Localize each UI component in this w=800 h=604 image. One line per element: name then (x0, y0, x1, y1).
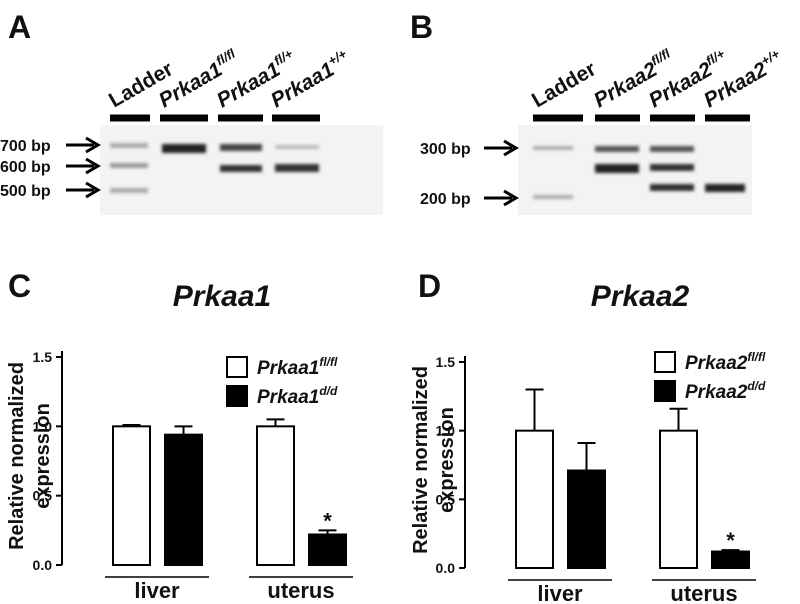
gel-band (275, 164, 319, 172)
annotation: * (726, 528, 735, 553)
x-tick-label: uterus (670, 581, 737, 604)
panel-letter: C (8, 268, 31, 304)
gel-band (705, 184, 745, 192)
legend-label-base: Prkaa2 (685, 382, 748, 403)
lane-label: Ladder (528, 57, 600, 112)
legend-swatch (654, 380, 676, 402)
marker-label: 300 bp (420, 141, 471, 158)
gel-band (595, 146, 639, 152)
marker-arrowhead (85, 157, 101, 175)
bar (567, 469, 606, 570)
chart-title: Prkaa1 (173, 280, 271, 313)
panel-letter: A (8, 9, 31, 45)
legend-label-base: Prkaa1 (257, 358, 319, 379)
lane-label-base: Ladder (528, 57, 600, 112)
y-tick-label: 1.0 (436, 423, 456, 439)
chart-title: Prkaa2 (591, 280, 690, 313)
legend-label-base: Prkaa2 (685, 353, 748, 374)
gel-band (220, 144, 262, 151)
legend-swatch (226, 356, 248, 378)
gel-band (595, 164, 639, 173)
y-tick-label: 0.0 (436, 560, 456, 576)
panel-letter: D (418, 268, 441, 304)
gel-band (110, 143, 148, 148)
y-tick-label: 1.5 (33, 349, 53, 365)
annotation: * (323, 508, 332, 533)
gel-band (162, 144, 206, 153)
panel-letter: B (410, 9, 433, 45)
gel-band (533, 146, 573, 150)
legend-label: Prkaa2d/d (685, 379, 766, 403)
bar (659, 429, 698, 569)
marker-arrowhead (503, 139, 519, 157)
gel-band (220, 165, 262, 172)
legend-label-sup: fl/fl (747, 350, 766, 364)
legend-label-sup: d/d (747, 379, 766, 393)
gel-band (533, 195, 573, 199)
y-tick-label: 0.0 (33, 557, 53, 573)
marker-label: 700 bp (0, 138, 51, 155)
y-tick-label: 0.5 (436, 491, 456, 507)
x-tick-label: uterus (267, 578, 334, 603)
legend-swatch (654, 351, 676, 373)
y-tick-label: 1.0 (33, 418, 53, 434)
marker-arrowhead (503, 189, 519, 207)
legend-label-sup: fl/fl (319, 355, 338, 369)
y-axis-label: Relative normalized (410, 366, 432, 554)
marker-arrowhead (85, 181, 101, 199)
legend-label: Prkaa2fl/fl (685, 350, 766, 374)
gel-band (650, 146, 694, 152)
bar (164, 433, 203, 566)
bar (711, 550, 750, 570)
gel-band (275, 145, 319, 149)
gel-band (110, 188, 148, 193)
y-axis-label: Relative normalized (6, 362, 28, 550)
bar (112, 425, 151, 567)
x-tick-label: liver (537, 581, 583, 604)
marker-arrowhead (85, 136, 101, 154)
gel-image (518, 125, 752, 215)
bar (308, 533, 347, 567)
gel-band (650, 184, 694, 191)
marker-label: 200 bp (420, 191, 471, 208)
marker-label: 600 bp (0, 159, 51, 176)
gel-band (110, 163, 148, 168)
legend-label-sup: d/d (319, 384, 338, 398)
gel-image (100, 125, 383, 215)
legend-label: Prkaa1fl/fl (257, 355, 338, 379)
y-axis-label: expression (436, 407, 458, 513)
gel-band (650, 164, 694, 171)
bar (515, 429, 554, 569)
y-tick-label: 0.5 (33, 488, 53, 504)
legend-label-base: Prkaa1 (257, 387, 319, 408)
x-tick-label: liver (134, 578, 180, 603)
y-axis-label: expression (32, 403, 54, 509)
bar (256, 425, 295, 567)
y-tick-label: 1.5 (436, 354, 456, 370)
marker-label: 500 bp (0, 183, 51, 200)
legend-swatch (226, 385, 248, 407)
legend-label: Prkaa1d/d (257, 384, 338, 408)
